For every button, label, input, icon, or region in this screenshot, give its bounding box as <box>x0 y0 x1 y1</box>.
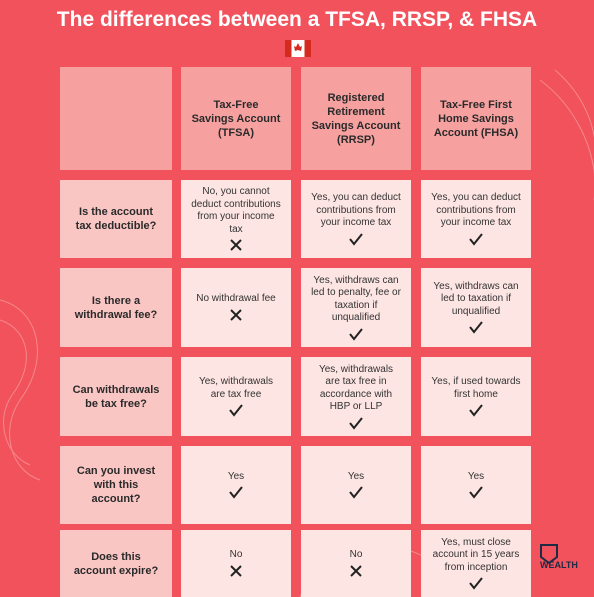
title: The differences between a TFSA, RRSP, & … <box>56 8 538 31</box>
answer-cell: Yes, withdrawals are tax free <box>181 357 291 436</box>
answer-text: No <box>349 549 363 561</box>
answer-cell: Yes, withdrawals are tax free in accorda… <box>301 357 411 436</box>
row-header: Does this account expire? <box>60 530 172 597</box>
question-text: Does this account expire? <box>73 550 159 577</box>
question-text: Can withdrawals be tax free? <box>72 383 160 410</box>
question-text: Can you invest with this account? <box>76 465 156 505</box>
column-header: Registered Retirement Savings Account (R… <box>301 67 411 170</box>
check-icon <box>229 486 243 499</box>
answer-text: Yes, must close account in 15 years from… <box>432 536 520 573</box>
check-icon <box>349 327 363 341</box>
check-icon <box>349 416 363 430</box>
header-corner <box>60 67 172 170</box>
check-icon <box>349 486 363 499</box>
answer-text: Yes, withdraws can led to taxation if un… <box>433 280 519 317</box>
column-header: Tax-Free First Home Savings Account (FHS… <box>421 67 531 170</box>
check-icon <box>469 321 483 334</box>
answer-text: No withdrawal fee <box>196 293 276 305</box>
answer-text: Yes, if used towards first home <box>431 376 521 400</box>
answer-cell: Yes, you can deduct contributions from y… <box>421 180 531 258</box>
answer-cell: No <box>301 530 411 597</box>
answer-text: No <box>229 549 243 561</box>
row-header: Is the account tax deductible? <box>60 180 172 258</box>
canada-flag <box>285 40 311 57</box>
answer-cell: Yes, you can deduct contributions from y… <box>301 180 411 258</box>
column-header-text: Registered Retirement Savings Account (R… <box>311 91 401 146</box>
answer-cell: Yes <box>421 446 531 524</box>
answer-text: Yes, withdrawals are tax free <box>198 376 274 400</box>
check-icon <box>469 486 483 499</box>
question-text: Is the account tax deductible? <box>75 206 157 232</box>
column-header: Tax-Free Savings Account (TFSA) <box>181 67 291 170</box>
logo: WEALTH <box>540 560 578 570</box>
cross-icon <box>350 565 362 577</box>
answer-text: Yes <box>227 470 245 482</box>
logo-shield <box>540 544 558 565</box>
answer-cell: No, you cannot deduct contributions from… <box>181 180 291 258</box>
answer-text: Yes, withdrawals are tax free in accorda… <box>318 363 394 413</box>
cross-icon <box>230 309 242 321</box>
answer-cell: No <box>181 530 291 597</box>
check-icon <box>229 404 243 417</box>
answer-text: Yes <box>467 470 485 482</box>
column-header-text: Tax-Free First Home Savings Account (FHS… <box>433 98 519 139</box>
cross-icon <box>230 565 242 577</box>
answer-cell: Yes, withdraws can led to penalty, fee o… <box>301 268 411 347</box>
check-icon <box>469 404 483 417</box>
column-header-text: Tax-Free Savings Account (TFSA) <box>191 98 281 139</box>
answer-text: Yes, you can deduct contributions from y… <box>431 192 521 229</box>
answer-cell: Yes, withdraws can led to taxation if un… <box>421 268 531 347</box>
answer-text: Yes <box>347 470 365 482</box>
check-icon <box>469 233 483 246</box>
row-header: Can withdrawals be tax free? <box>60 357 172 436</box>
answer-cell: Yes <box>181 446 291 524</box>
answer-cell: Yes, if used towards first home <box>421 357 531 436</box>
cross-icon <box>230 239 242 251</box>
check-icon <box>349 233 363 246</box>
answer-cell: No withdrawal fee <box>181 268 291 347</box>
answer-text: Yes, you can deduct contributions from y… <box>311 192 401 229</box>
answer-cell: Yes, must close account in 15 years from… <box>421 530 531 597</box>
answer-text: Yes, withdraws can led to penalty, fee o… <box>311 274 401 324</box>
question-text: Is there a withdrawal fee? <box>74 294 158 321</box>
answer-text: No, you cannot deduct contributions from… <box>191 186 281 235</box>
row-header: Can you invest with this account? <box>60 446 172 524</box>
row-header: Is there a withdrawal fee? <box>60 268 172 347</box>
check-icon <box>469 577 483 590</box>
answer-cell: Yes <box>301 446 411 524</box>
